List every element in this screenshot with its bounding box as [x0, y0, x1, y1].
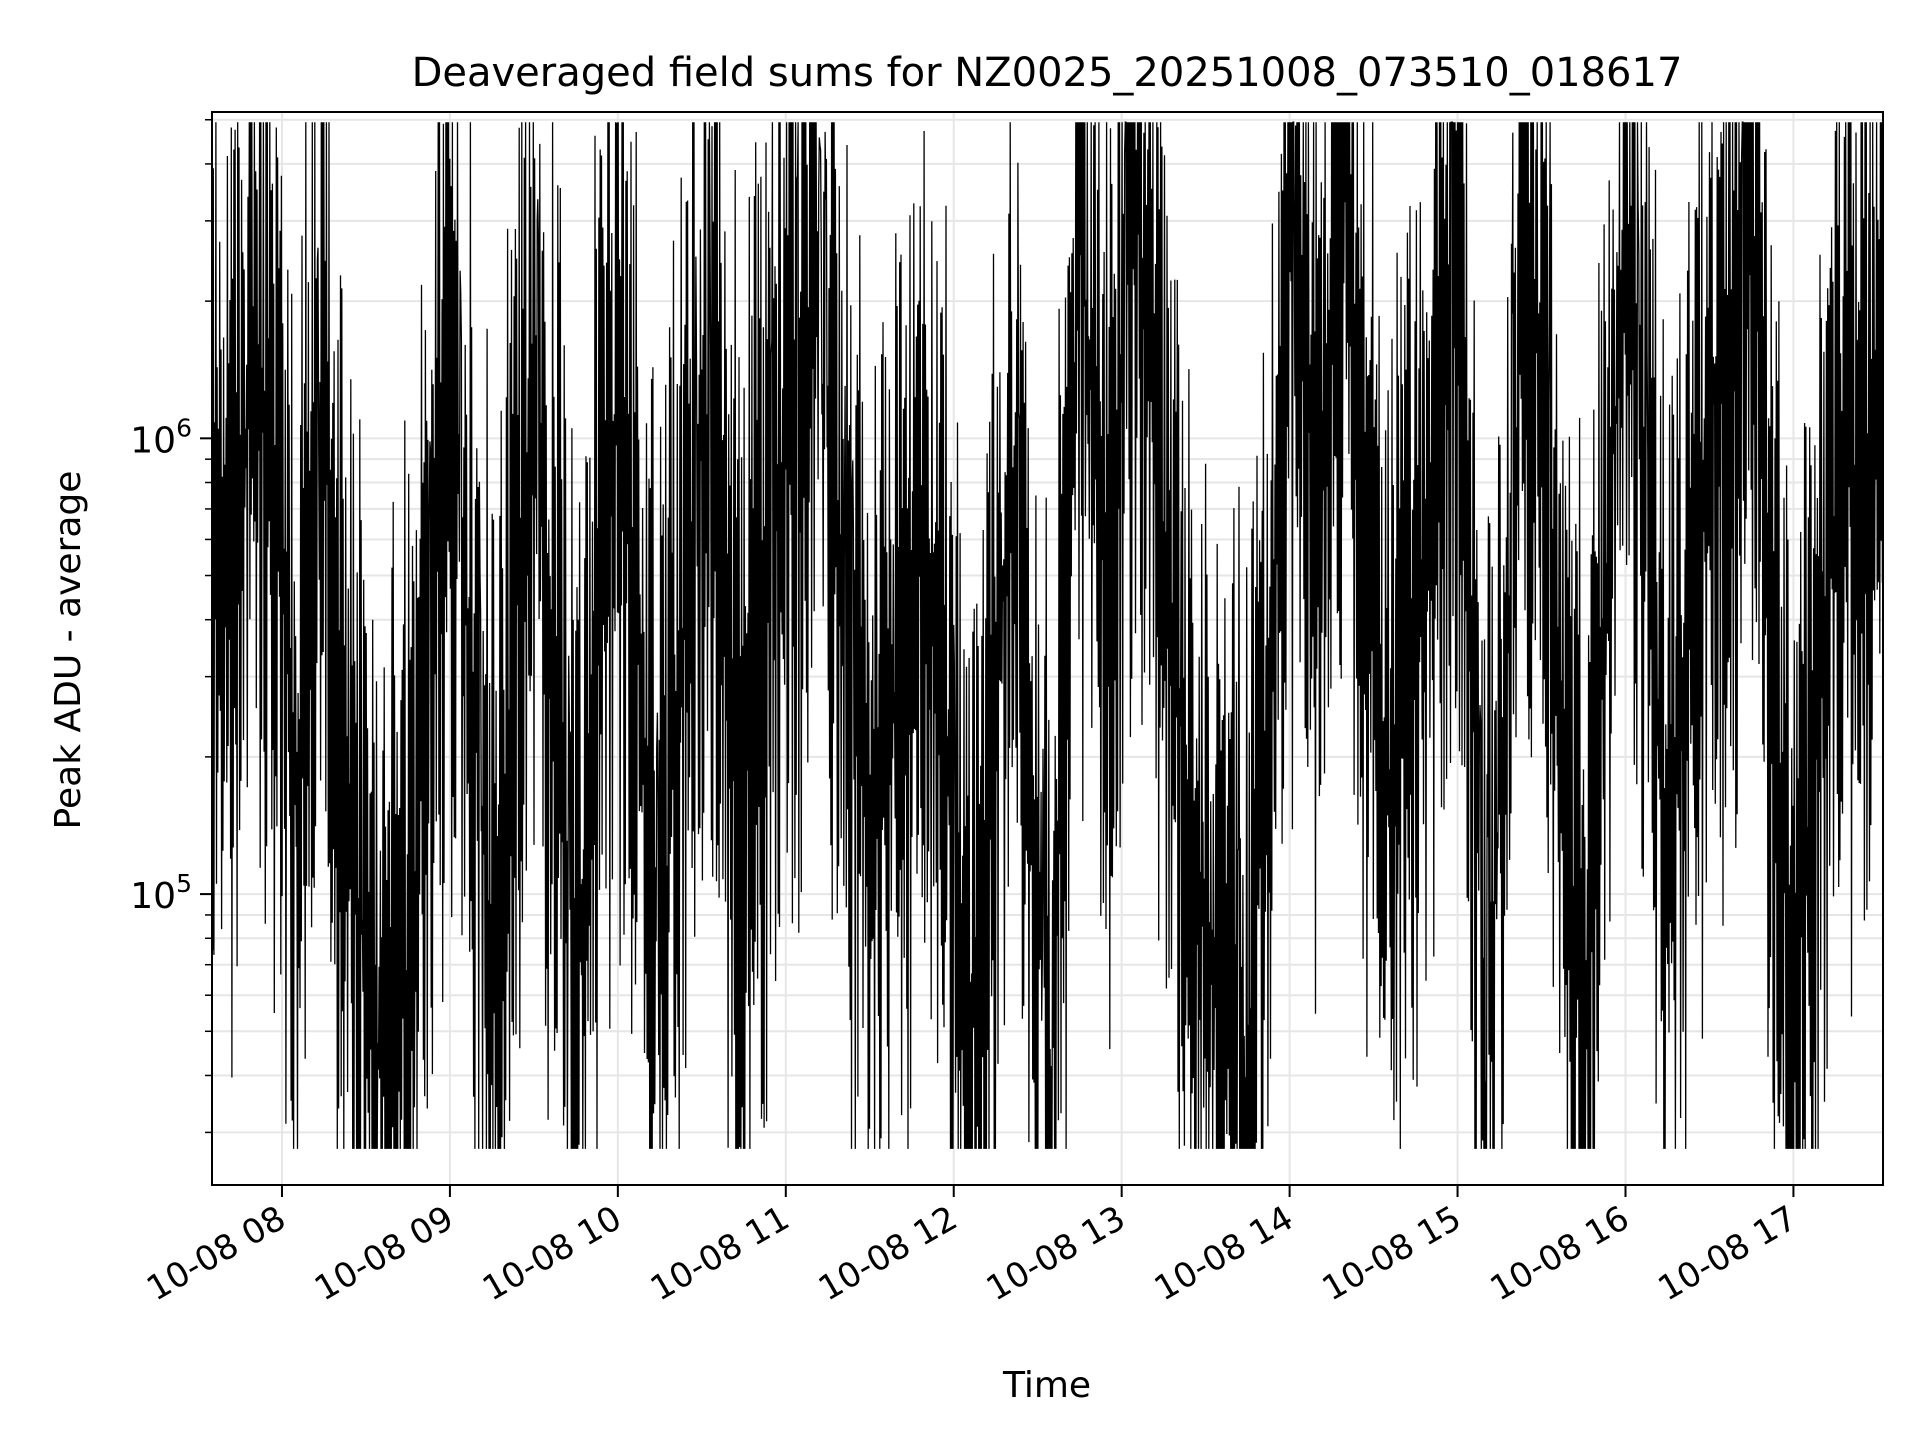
y-tick-label: 105 — [130, 869, 192, 917]
x-axis-label: Time — [1002, 1365, 1091, 1406]
y-tick-label-base: 10 — [130, 420, 176, 461]
plot-frame — [211, 111, 1884, 1186]
chart-title: Deaveraged field sums for NZ0025_2025100… — [412, 50, 1683, 96]
plot-series — [211, 121, 1884, 1149]
y-axis-label: Peak ADU - average — [48, 471, 89, 830]
y-tick-label: 106 — [130, 413, 192, 461]
series-line — [211, 121, 1884, 1149]
y-tick-label-base: 10 — [130, 876, 176, 917]
ticks — [200, 119, 1795, 1197]
y-tick-label-exponent: 5 — [176, 869, 192, 898]
y-tick-label-exponent: 6 — [176, 413, 192, 442]
